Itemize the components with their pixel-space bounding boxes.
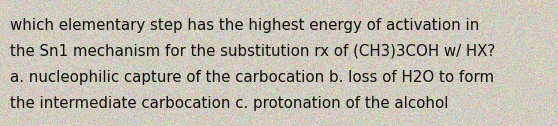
Text: a. nucleophilic capture of the carbocation b. loss of H2O to form: a. nucleophilic capture of the carbocati… [10,70,494,85]
Text: the intermediate carbocation c. protonation of the alcohol: the intermediate carbocation c. protonat… [10,96,449,111]
Text: which elementary step has the highest energy of activation in: which elementary step has the highest en… [10,18,479,33]
Text: the Sn1 mechanism for the substitution rx of (CH3)3COH w/ HX?: the Sn1 mechanism for the substitution r… [10,44,496,59]
